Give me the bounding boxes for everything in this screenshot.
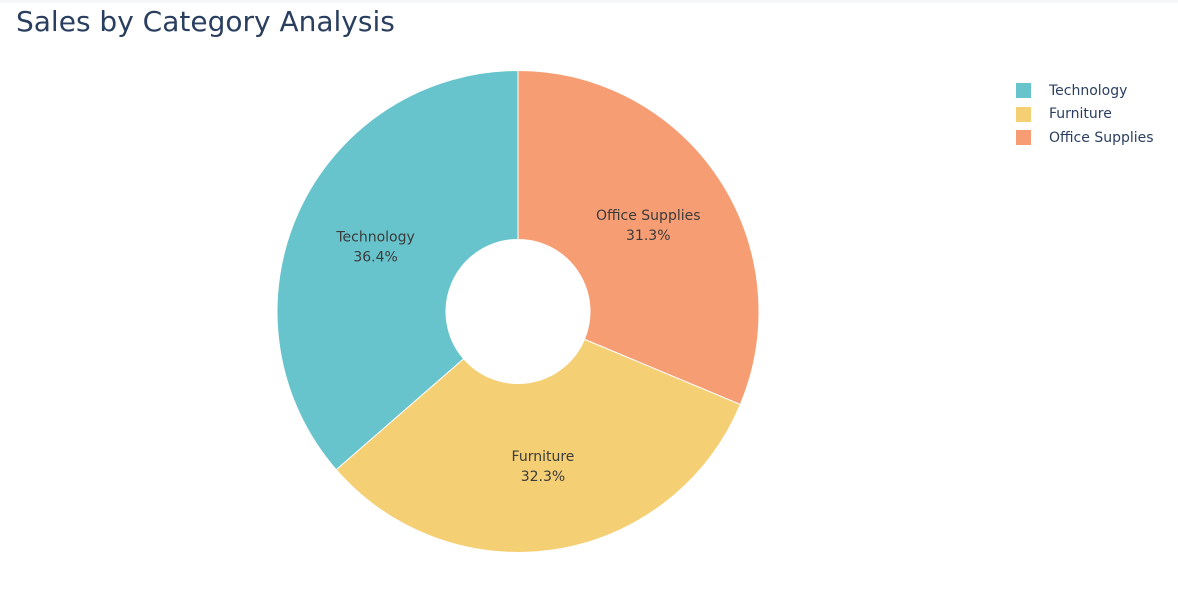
legend-label: Technology — [1049, 82, 1128, 99]
slice-label-furniture: Furniture — [512, 449, 575, 465]
legend-swatch — [1016, 106, 1031, 122]
top-strip — [0, 0, 1178, 3]
slice-furniture[interactable] — [335, 338, 742, 554]
legend-item-furniture[interactable]: Furniture — [1016, 103, 1154, 127]
slice-labels-group: Technology 36.4% Furniture 32.3% Office Supp… — [335, 208, 700, 485]
slice-office-supplies[interactable] — [517, 69, 760, 406]
legend-swatch — [1016, 83, 1031, 99]
slice-label-technology: Technology — [335, 230, 414, 246]
slice-label-office-supplies: Office Supplies — [596, 208, 701, 224]
slice-percent-technology: 36.4% — [353, 250, 397, 266]
legend-swatch — [1016, 130, 1031, 146]
legend-label: Furniture — [1049, 106, 1112, 123]
slice-technology[interactable] — [276, 69, 519, 471]
slice-percent-office-supplies: 31.3% — [626, 228, 670, 244]
legend-item-technology[interactable]: Technology — [1016, 79, 1154, 103]
legend-item-office-supplies[interactable]: Office Supplies — [1016, 126, 1154, 150]
chart-title: Sales by Category Analysis — [16, 5, 395, 38]
legend: Technology Furniture Office Supplies — [1016, 79, 1154, 150]
slices-group — [276, 69, 760, 554]
slice-percent-furniture: 32.3% — [521, 469, 565, 485]
legend-label: Office Supplies — [1049, 129, 1154, 146]
